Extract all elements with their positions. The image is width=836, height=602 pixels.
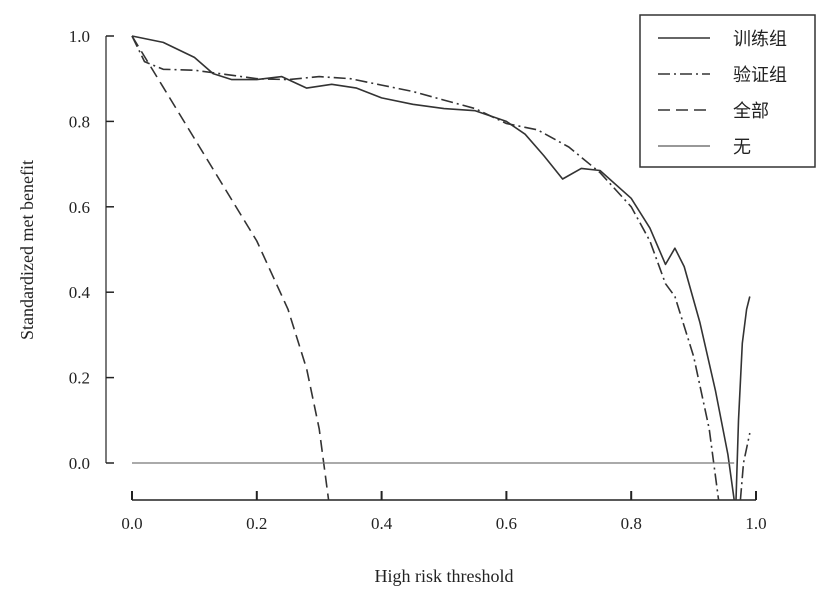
x-tick-label: 0.0 — [121, 514, 142, 533]
x-tick-label: 0.6 — [496, 514, 517, 533]
series-line-1 — [131, 35, 720, 501]
curves — [131, 35, 751, 501]
y-tick-label: 1.0 — [69, 27, 90, 46]
y-axis-label: Standardized met benefit — [17, 160, 37, 340]
legend-label: 全部 — [733, 101, 769, 121]
x-tick-label: 1.0 — [745, 514, 766, 533]
x-axis-label: High risk threshold — [375, 566, 514, 586]
series-line-1 — [739, 432, 751, 501]
legend-box — [639, 14, 816, 168]
x-tick-label: 0.2 — [246, 514, 267, 533]
legend-label: 验证组 — [733, 65, 787, 85]
series-line-0 — [131, 35, 735, 501]
y-tick-label: 0.6 — [69, 198, 90, 217]
y-tick-label: 0.0 — [69, 454, 90, 473]
y-tick-label: 0.2 — [69, 369, 90, 388]
legend-label: 无 — [733, 137, 751, 157]
y-tick-label: 0.4 — [69, 283, 91, 302]
y-tick-label: 0.8 — [69, 112, 90, 131]
legend-label: 训练组 — [733, 29, 787, 49]
series-line-0 — [735, 296, 751, 501]
series-line-2 — [131, 35, 330, 501]
x-tick-label: 0.8 — [621, 514, 642, 533]
axes: 0.0 0.2 0.4 0.6 0.8 1.0 0.0 0.2 0.4 0.6 0.8 1.0 — [69, 27, 767, 533]
x-tick-label: 0.4 — [371, 514, 393, 533]
